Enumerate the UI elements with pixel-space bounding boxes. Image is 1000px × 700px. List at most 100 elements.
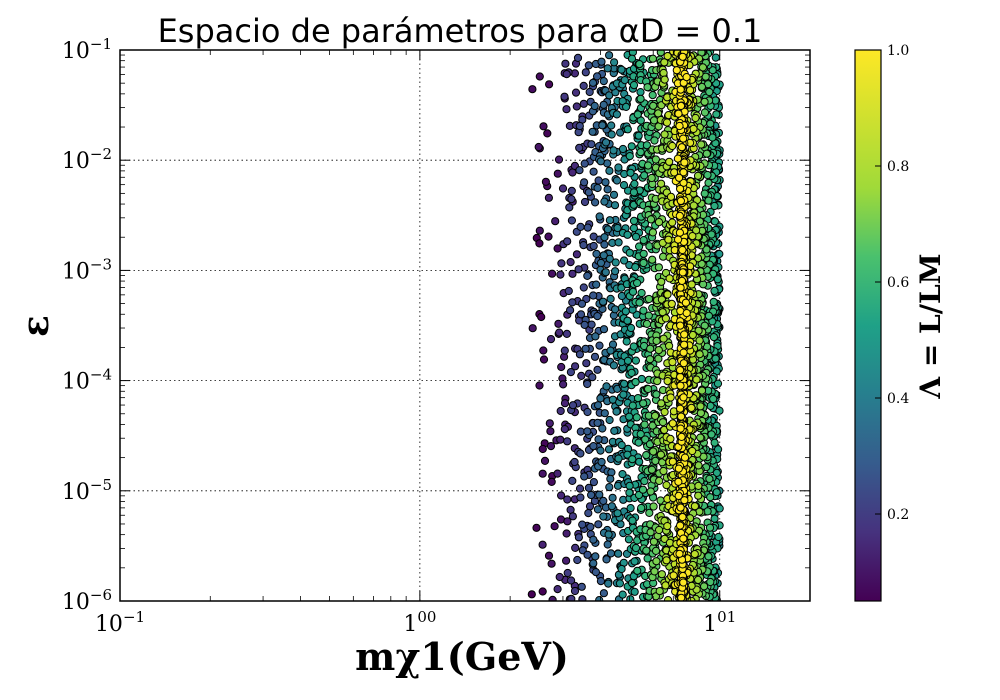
scatter-point <box>645 508 654 518</box>
scatter-point <box>563 237 572 246</box>
scatter-point <box>535 72 544 81</box>
scatter-point <box>652 557 661 566</box>
scatter-point <box>581 344 590 353</box>
scatter-point <box>702 149 711 158</box>
scatter-point <box>584 188 593 197</box>
scatter-point <box>665 274 674 283</box>
scatter-point <box>675 211 684 220</box>
scatter-point <box>710 514 719 523</box>
scatter-point <box>674 235 683 244</box>
scatter-point <box>677 593 686 601</box>
scatter-point <box>649 537 659 546</box>
scatter-point <box>674 109 683 118</box>
scatter-point <box>595 341 604 350</box>
scatter-point <box>596 577 606 586</box>
scatter-point <box>592 249 601 258</box>
scatter-point <box>646 528 655 537</box>
scatter-point <box>575 484 585 493</box>
scatter-point <box>590 352 600 361</box>
scatter-point <box>636 88 645 97</box>
scatter-point <box>696 433 705 442</box>
scatter-point <box>628 287 638 296</box>
scatter-point <box>612 176 622 185</box>
scatter-point <box>620 379 629 388</box>
scatter-point <box>700 97 709 106</box>
scatter-point <box>591 568 601 577</box>
scatter-point <box>653 377 662 386</box>
scatter-point <box>676 184 685 193</box>
scatter-point <box>655 476 664 485</box>
scatter-point <box>544 193 554 202</box>
scatter-point <box>546 427 555 436</box>
scatter-point <box>563 517 572 526</box>
scatter-point <box>567 216 577 225</box>
scatter-point <box>679 134 688 143</box>
scatter-point <box>680 340 689 349</box>
scatter-point <box>665 538 675 547</box>
scatter-point <box>601 268 610 277</box>
scatter-point <box>584 61 593 70</box>
scatter-point <box>600 197 609 206</box>
scatter-point <box>646 215 656 224</box>
scatter-point <box>527 590 536 599</box>
scatter-point <box>662 118 672 127</box>
scatter-point <box>614 549 623 558</box>
scatter-point <box>654 354 663 363</box>
scatter-point <box>691 113 700 123</box>
scatter-point <box>553 244 562 253</box>
scatter-point <box>577 371 586 380</box>
scatter-point <box>605 51 614 60</box>
scatter-point <box>544 551 554 560</box>
scatter-point <box>558 184 568 193</box>
scatter-point <box>587 490 596 500</box>
scatter-point <box>672 66 681 75</box>
scatter-point <box>554 155 564 164</box>
scatter-point <box>642 141 652 150</box>
scatter-point <box>611 258 620 267</box>
scatter-point <box>630 179 639 188</box>
scatter-point <box>615 579 625 588</box>
scatter-point <box>566 306 575 315</box>
scatter-point <box>709 394 718 404</box>
scatter-point <box>635 60 644 69</box>
scatter-point <box>631 232 641 241</box>
scatter-point <box>594 435 603 444</box>
scatter-point <box>630 557 639 566</box>
scatter-point <box>605 483 614 492</box>
scatter-point <box>634 438 643 447</box>
colorbar-ticks: 0.2 0.4 0.6 0.8 1.0 <box>875 43 909 523</box>
scatter-point <box>588 373 597 382</box>
scatter-point <box>688 232 697 241</box>
scatter-point <box>583 271 592 280</box>
scatter-point <box>566 368 576 377</box>
scatter-point <box>661 314 671 323</box>
scatter-point <box>595 596 604 601</box>
chart-title: Espacio de parámetros para αD = 0.1 <box>158 12 763 50</box>
scatter-point <box>591 332 600 341</box>
scatter-point <box>636 148 645 157</box>
scatter-point <box>563 495 572 504</box>
scatter-point <box>608 493 617 502</box>
scatter-point <box>583 550 592 559</box>
scatter-point <box>551 217 560 226</box>
scatter-point <box>676 424 685 433</box>
scatter-point <box>640 477 649 486</box>
scatter-point <box>590 101 599 111</box>
scatter-point <box>627 142 636 151</box>
scatter-point <box>659 68 668 78</box>
scatter-point <box>610 58 619 67</box>
scatter-point <box>687 403 696 412</box>
scatter-point <box>674 464 683 473</box>
scatter-point <box>599 100 608 109</box>
scatter-point <box>650 567 659 576</box>
scatter-point <box>570 457 579 467</box>
scatter-point <box>596 258 606 268</box>
scatter-point <box>654 346 663 355</box>
scatter-point <box>676 321 685 330</box>
scatter-point <box>621 307 630 316</box>
scatter-point <box>700 582 709 591</box>
scatter-point <box>676 503 685 512</box>
scatter-point <box>606 346 615 355</box>
scatter-point <box>606 294 615 303</box>
scatter-point <box>662 481 671 490</box>
